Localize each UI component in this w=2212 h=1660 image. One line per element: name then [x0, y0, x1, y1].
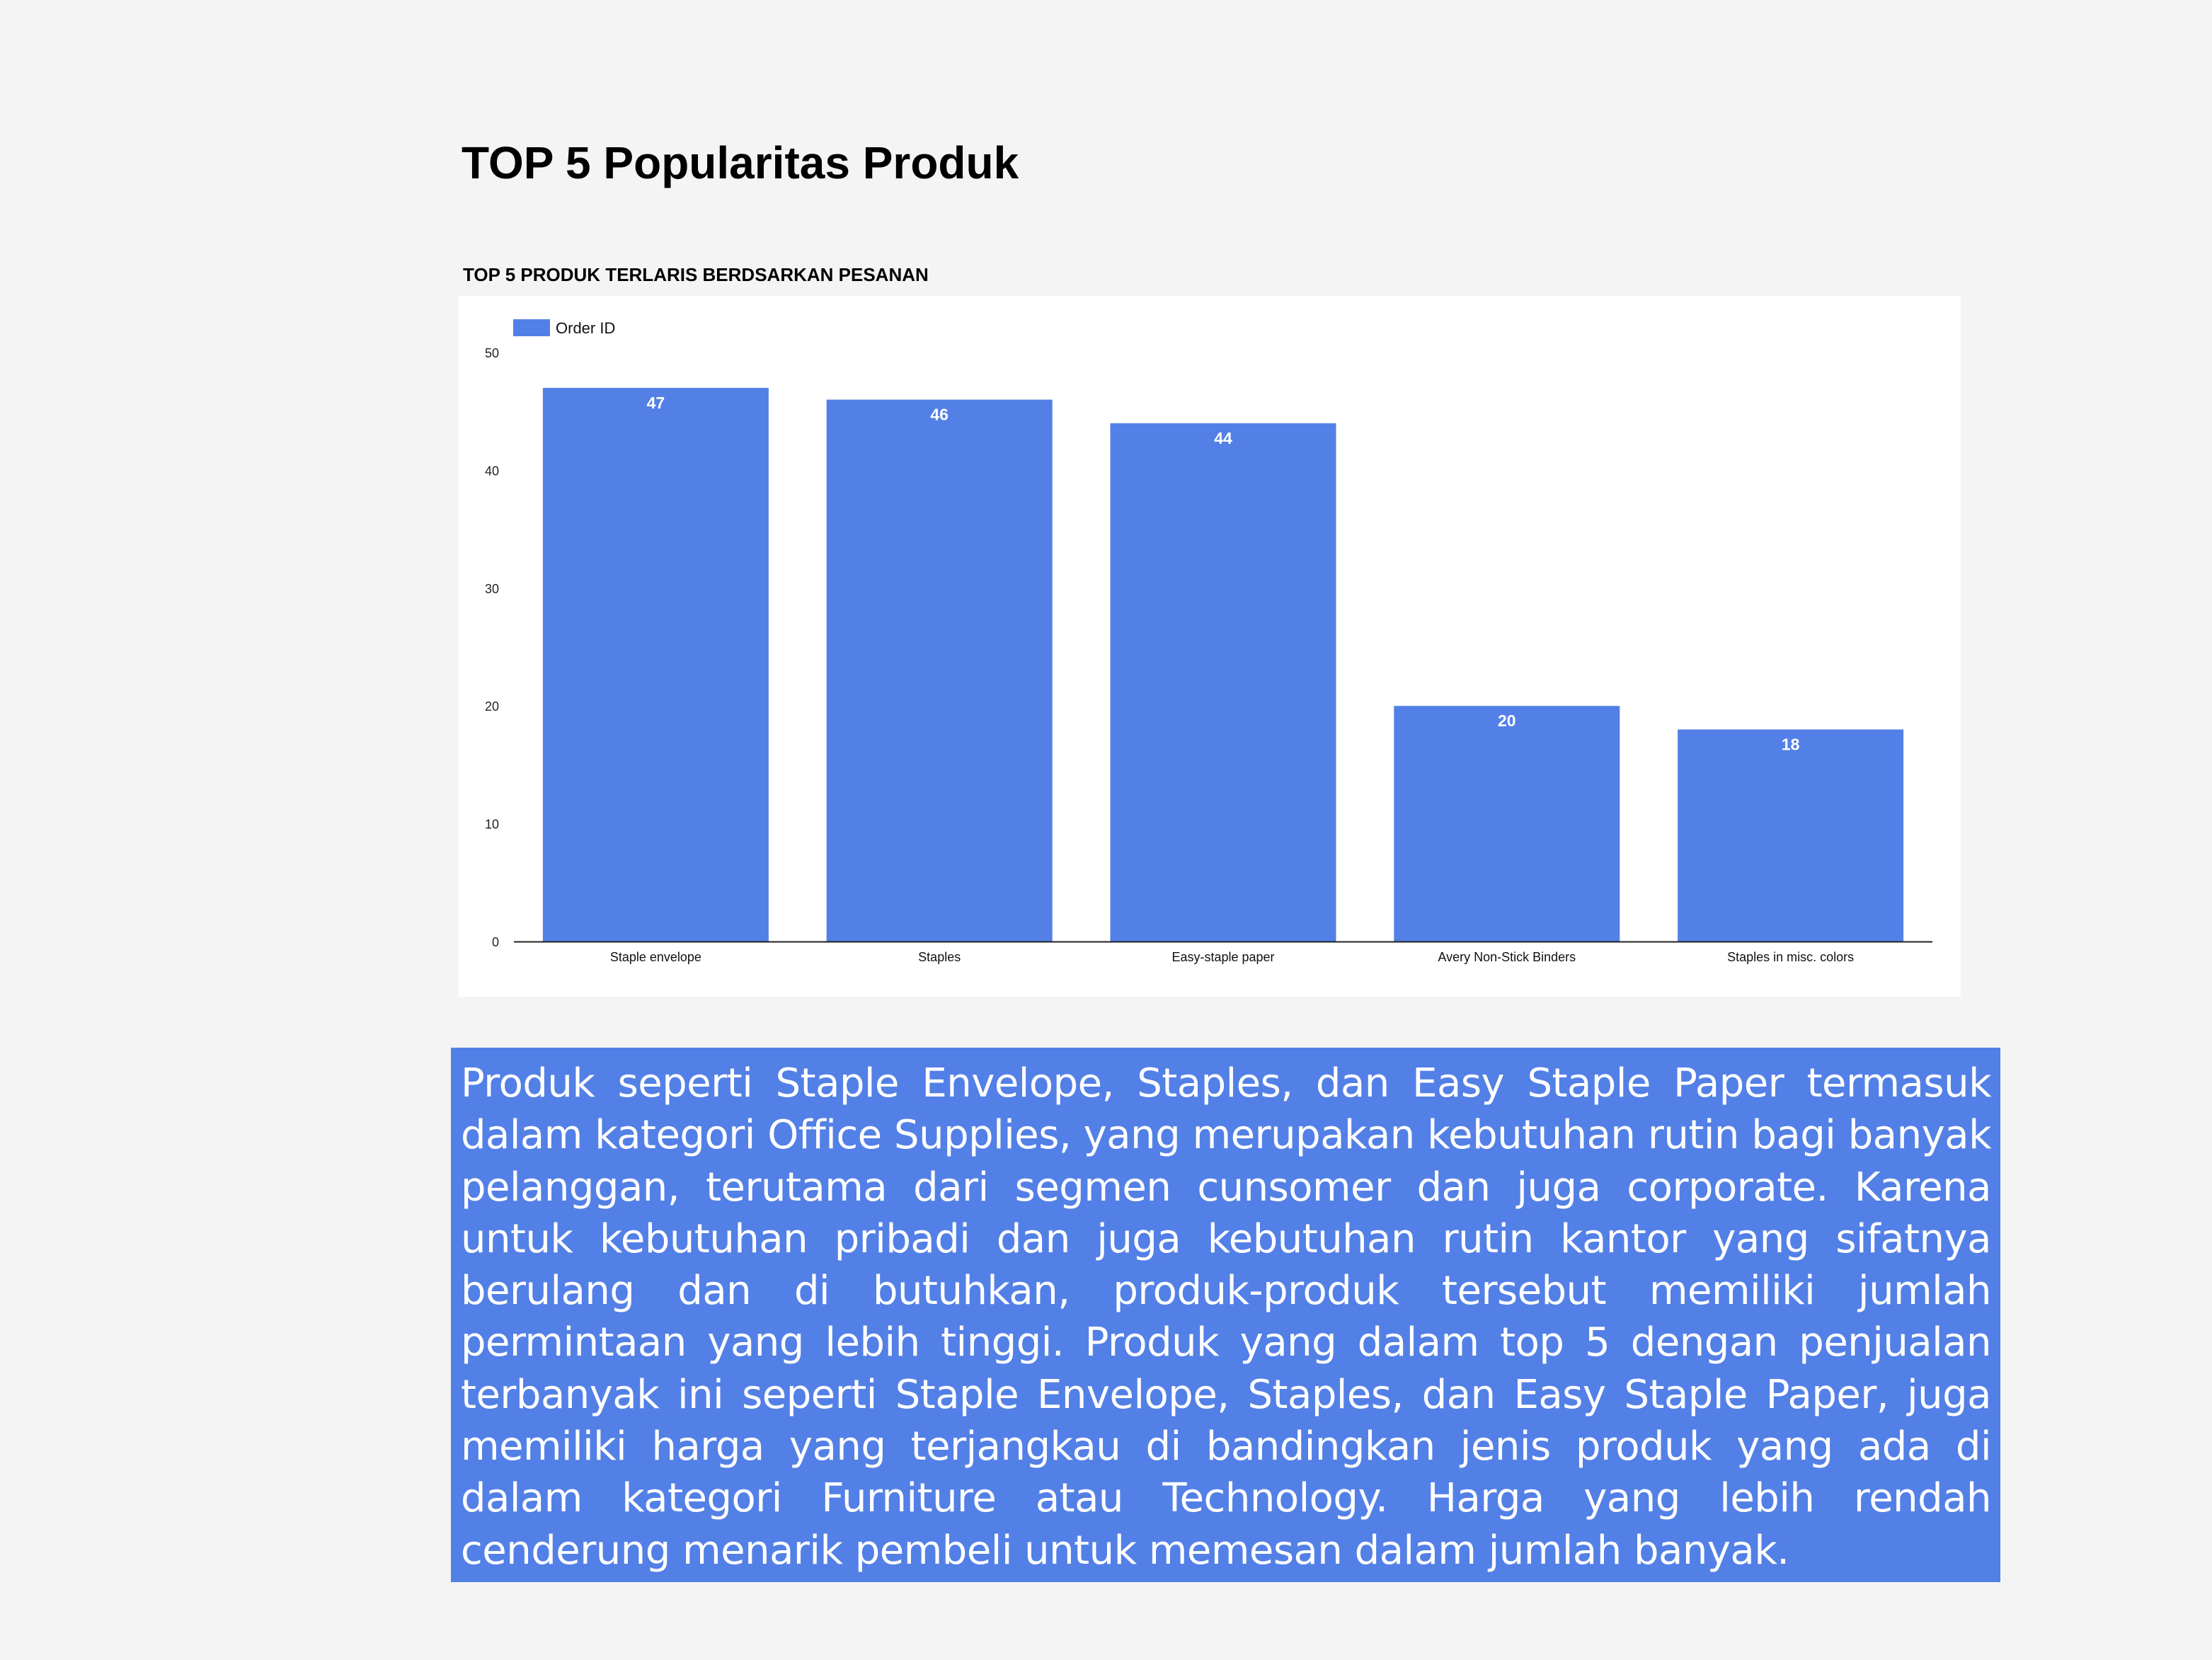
y-tick-label: 10	[485, 818, 499, 832]
x-axis: Staple envelope Staples Easy-staple paper A…	[514, 941, 1932, 964]
x-tick-label: Avery Non-Stick Binders	[1438, 950, 1576, 964]
y-tick-label: 30	[485, 582, 499, 596]
bar-value-label: 47	[647, 394, 665, 412]
chart-legend: Order ID	[513, 319, 615, 337]
y-axis: 0 10 20 30 40 50	[485, 346, 499, 949]
bar-value-label: 46	[930, 406, 949, 424]
x-tick-label: Easy-staple paper	[1171, 950, 1274, 964]
x-tick-label: Staple envelope	[610, 950, 701, 964]
x-tick-label: Staples in misc. colors	[1727, 950, 1854, 964]
bar-chart-panel: Order ID 0 10 20 30 40 50 47 46 44 20 18 Staple e…	[459, 296, 1961, 997]
bar[interactable]	[1394, 706, 1620, 941]
y-tick-label: 20	[485, 699, 499, 714]
bar-value-label: 20	[1498, 711, 1516, 730]
y-tick-label: 0	[492, 935, 499, 949]
bar[interactable]	[542, 387, 769, 941]
bars: 47 46 44 20 18	[542, 387, 1904, 941]
legend-label: Order ID	[556, 319, 615, 337]
bar[interactable]	[1110, 423, 1336, 941]
bar-value-label: 44	[1214, 429, 1232, 447]
bar-chart: Order ID 0 10 20 30 40 50 47 46 44 20 18 Staple e…	[485, 319, 1932, 964]
y-tick-label: 40	[485, 464, 499, 478]
description-box: Produk seperti Staple Envelope, Staples,…	[451, 1048, 2000, 1582]
chart-title: TOP 5 PRODUK TERLARIS BERDSARKAN PESANAN	[463, 264, 929, 285]
description-text: Produk seperti Staple Envelope, Staples,…	[461, 1060, 1992, 1574]
bar[interactable]	[826, 399, 1053, 941]
x-tick-label: Staples	[918, 950, 961, 964]
legend-swatch	[513, 319, 550, 336]
y-tick-label: 50	[485, 346, 499, 360]
page-title: TOP 5 Popularitas Produk	[462, 137, 1019, 188]
bar[interactable]	[1678, 729, 1904, 941]
bar-value-label: 18	[1782, 735, 1800, 753]
